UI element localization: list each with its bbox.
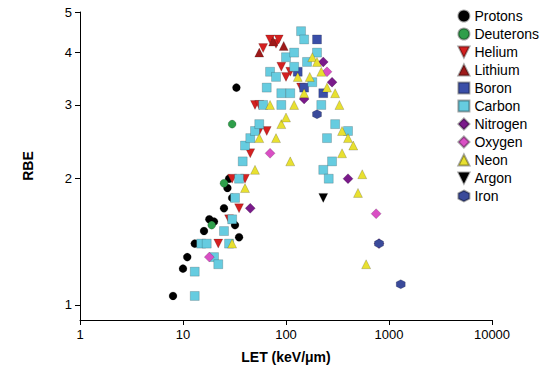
svg-text:Oxygen: Oxygen	[474, 134, 522, 150]
svg-text:Argon: Argon	[474, 170, 511, 186]
svg-text:1000: 1000	[375, 327, 404, 342]
svg-text:10: 10	[176, 327, 190, 342]
svg-text:2: 2	[65, 171, 72, 186]
svg-text:Helium: Helium	[474, 44, 518, 60]
svg-text:10000: 10000	[474, 327, 510, 342]
svg-text:1: 1	[76, 327, 83, 342]
svg-text:1: 1	[65, 297, 72, 312]
svg-text:Boron: Boron	[474, 80, 511, 96]
svg-text:Deuterons: Deuterons	[474, 26, 539, 42]
svg-text:Iron: Iron	[474, 188, 498, 204]
svg-text:RBE: RBE	[20, 151, 36, 181]
svg-text:3: 3	[65, 97, 72, 112]
svg-text:Lithium: Lithium	[474, 62, 519, 78]
svg-text:Carbon: Carbon	[474, 98, 520, 114]
svg-text:4: 4	[65, 45, 72, 60]
svg-text:5: 5	[65, 5, 72, 20]
svg-text:Nitrogen: Nitrogen	[474, 116, 527, 132]
svg-text:Protons: Protons	[474, 8, 522, 24]
svg-text:LET (keV/μm): LET (keV/μm)	[241, 349, 330, 365]
svg-text:Neon: Neon	[474, 152, 507, 168]
svg-text:100: 100	[275, 327, 297, 342]
